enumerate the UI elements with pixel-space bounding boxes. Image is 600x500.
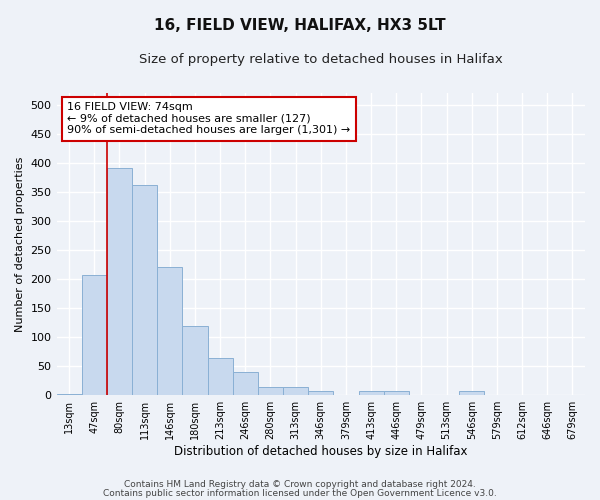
Bar <box>182 326 208 394</box>
Bar <box>208 358 233 395</box>
X-axis label: Distribution of detached houses by size in Halifax: Distribution of detached houses by size … <box>174 444 467 458</box>
Bar <box>233 372 258 394</box>
Bar <box>82 274 107 394</box>
Bar <box>308 390 334 394</box>
Bar <box>107 168 132 394</box>
Bar <box>258 386 283 394</box>
Y-axis label: Number of detached properties: Number of detached properties <box>15 156 25 332</box>
Text: Contains public sector information licensed under the Open Government Licence v3: Contains public sector information licen… <box>103 489 497 498</box>
Bar <box>359 390 383 394</box>
Text: Contains HM Land Registry data © Crown copyright and database right 2024.: Contains HM Land Registry data © Crown c… <box>124 480 476 489</box>
Text: 16, FIELD VIEW, HALIFAX, HX3 5LT: 16, FIELD VIEW, HALIFAX, HX3 5LT <box>154 18 446 32</box>
Title: Size of property relative to detached houses in Halifax: Size of property relative to detached ho… <box>139 52 503 66</box>
Bar <box>459 390 484 394</box>
Text: 16 FIELD VIEW: 74sqm
← 9% of detached houses are smaller (127)
90% of semi-detac: 16 FIELD VIEW: 74sqm ← 9% of detached ho… <box>67 102 350 136</box>
Bar <box>383 390 409 394</box>
Bar <box>157 267 182 394</box>
Bar <box>132 184 157 394</box>
Bar <box>283 386 308 394</box>
